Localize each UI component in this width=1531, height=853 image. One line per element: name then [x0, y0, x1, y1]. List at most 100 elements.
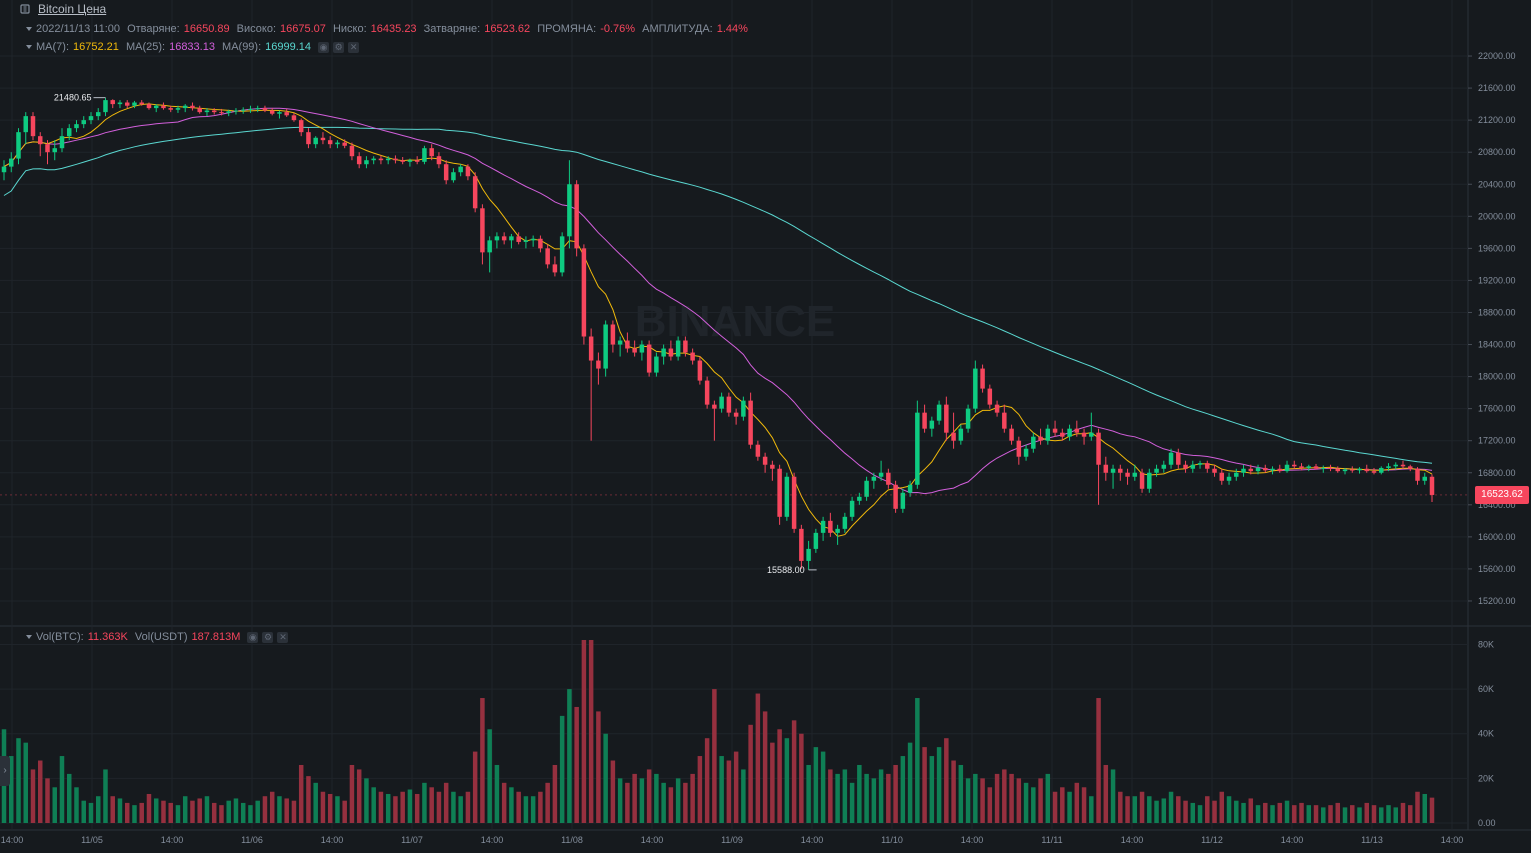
- candle-down: [429, 148, 434, 157]
- volume-bar: [269, 791, 275, 823]
- volume-bar: [1183, 800, 1188, 823]
- volume-bar: [1190, 802, 1196, 823]
- candle-down: [516, 236, 521, 242]
- close-icon[interactable]: ✕: [348, 41, 360, 53]
- collapse-arrow-icon[interactable]: [26, 26, 32, 31]
- volume-bar: [588, 640, 594, 823]
- volume-bar: [944, 738, 949, 823]
- candle-down: [37, 136, 43, 145]
- price-tick-label: 20000.00: [1478, 211, 1516, 221]
- price-tick-label: 22000.00: [1478, 51, 1516, 61]
- collapse-arrow-icon[interactable]: [26, 634, 32, 639]
- volume-tick-label: 20K: [1478, 773, 1494, 783]
- candle-down: [755, 444, 761, 457]
- candle-up: [451, 172, 456, 181]
- candle-up: [929, 420, 935, 429]
- candle-down: [306, 132, 311, 145]
- candle-down: [349, 145, 355, 157]
- volume-bar: [1299, 802, 1304, 823]
- candle-up: [1386, 466, 1391, 468]
- candle-down: [30, 116, 36, 137]
- ma25-label: MA(25):: [125, 41, 166, 53]
- volume-bar: [552, 764, 558, 823]
- volume-bar: [936, 747, 942, 823]
- volume-bar: [1219, 791, 1225, 823]
- eye-icon[interactable]: ◉: [318, 41, 330, 53]
- close-icon[interactable]: ✕: [277, 631, 289, 643]
- volume-bar: [1016, 778, 1022, 823]
- time-tick-label: 14:00: [641, 835, 664, 845]
- min-price-label: 15588.00: [767, 565, 805, 575]
- candle-down: [683, 340, 688, 353]
- volume-bar: [1168, 791, 1174, 823]
- ohlc-row: 2022/11/13 11:00 Отваряне: 16650.89 Висок…: [24, 22, 752, 36]
- candle-up: [1241, 468, 1246, 473]
- candle-up: [52, 148, 57, 153]
- settings-icon[interactable]: ⚙: [262, 631, 274, 643]
- volume-bar: [1038, 778, 1043, 823]
- volume-bar: [429, 787, 434, 823]
- volume-bar: [378, 791, 384, 823]
- candle-down: [146, 104, 152, 109]
- volume-bar: [219, 805, 224, 823]
- volume-bar: [828, 769, 833, 823]
- binance-watermark: BINANCE: [635, 297, 835, 346]
- candle-down: [1219, 472, 1225, 481]
- volume-bar: [907, 742, 913, 823]
- candle-up: [226, 111, 231, 113]
- volume-bar: [385, 793, 391, 823]
- candle-down: [799, 528, 804, 561]
- candle-down: [1096, 432, 1101, 465]
- volume-bar: [922, 747, 927, 823]
- volume-bar: [1313, 805, 1319, 823]
- volume-bar: [770, 742, 775, 823]
- settings-icon[interactable]: ⚙: [333, 41, 345, 53]
- candle-down: [1081, 432, 1087, 437]
- candle-up: [494, 236, 500, 241]
- price-tick-label: 17200.00: [1478, 436, 1516, 446]
- volume-bar: [813, 747, 819, 823]
- candle-down: [625, 340, 630, 349]
- volume-bar: [313, 782, 318, 823]
- volume-bar: [1415, 791, 1420, 823]
- volume-bar: [820, 751, 826, 823]
- low-label: Ниско:: [332, 23, 367, 35]
- volume-bar: [509, 787, 514, 823]
- candle-down: [1052, 428, 1058, 433]
- eye-icon[interactable]: ◉: [247, 631, 259, 643]
- volume-bar: [900, 756, 906, 823]
- candle-up: [277, 112, 282, 114]
- expand-icon[interactable]: ›: [0, 756, 10, 786]
- candle-up: [1089, 432, 1094, 437]
- volume-bar: [161, 800, 166, 823]
- candle-down: [545, 248, 550, 265]
- candle-down: [994, 404, 1000, 413]
- price-tick-label: 18000.00: [1478, 372, 1516, 382]
- volume-bar: [1350, 805, 1355, 823]
- volume-bar: [1212, 800, 1217, 823]
- candle-up: [1342, 469, 1348, 472]
- chart-title[interactable]: Bitcoin Цена: [38, 2, 107, 16]
- volume-bar: [66, 773, 72, 823]
- time-tick-label: 11/10: [881, 835, 903, 845]
- volume-bar: [538, 791, 543, 823]
- volume-bar: [625, 782, 630, 823]
- time-tick-label: 14:00: [1, 835, 24, 845]
- volume-bar: [1292, 805, 1297, 823]
- candle-up: [1045, 428, 1051, 441]
- candle-up: [313, 137, 318, 145]
- candle-up: [9, 158, 14, 167]
- volume-tick-label: 40K: [1478, 729, 1494, 739]
- volume-bar: [74, 787, 79, 823]
- volume-bar: [52, 787, 57, 823]
- collapse-arrow-icon[interactable]: [26, 44, 32, 49]
- candle-down: [298, 120, 304, 133]
- volume-bar: [9, 756, 14, 823]
- candle-down: [291, 115, 297, 121]
- candle-up: [117, 102, 123, 105]
- candle-down: [748, 400, 753, 445]
- volume-bar: [240, 802, 246, 823]
- volume-bar: [30, 769, 36, 823]
